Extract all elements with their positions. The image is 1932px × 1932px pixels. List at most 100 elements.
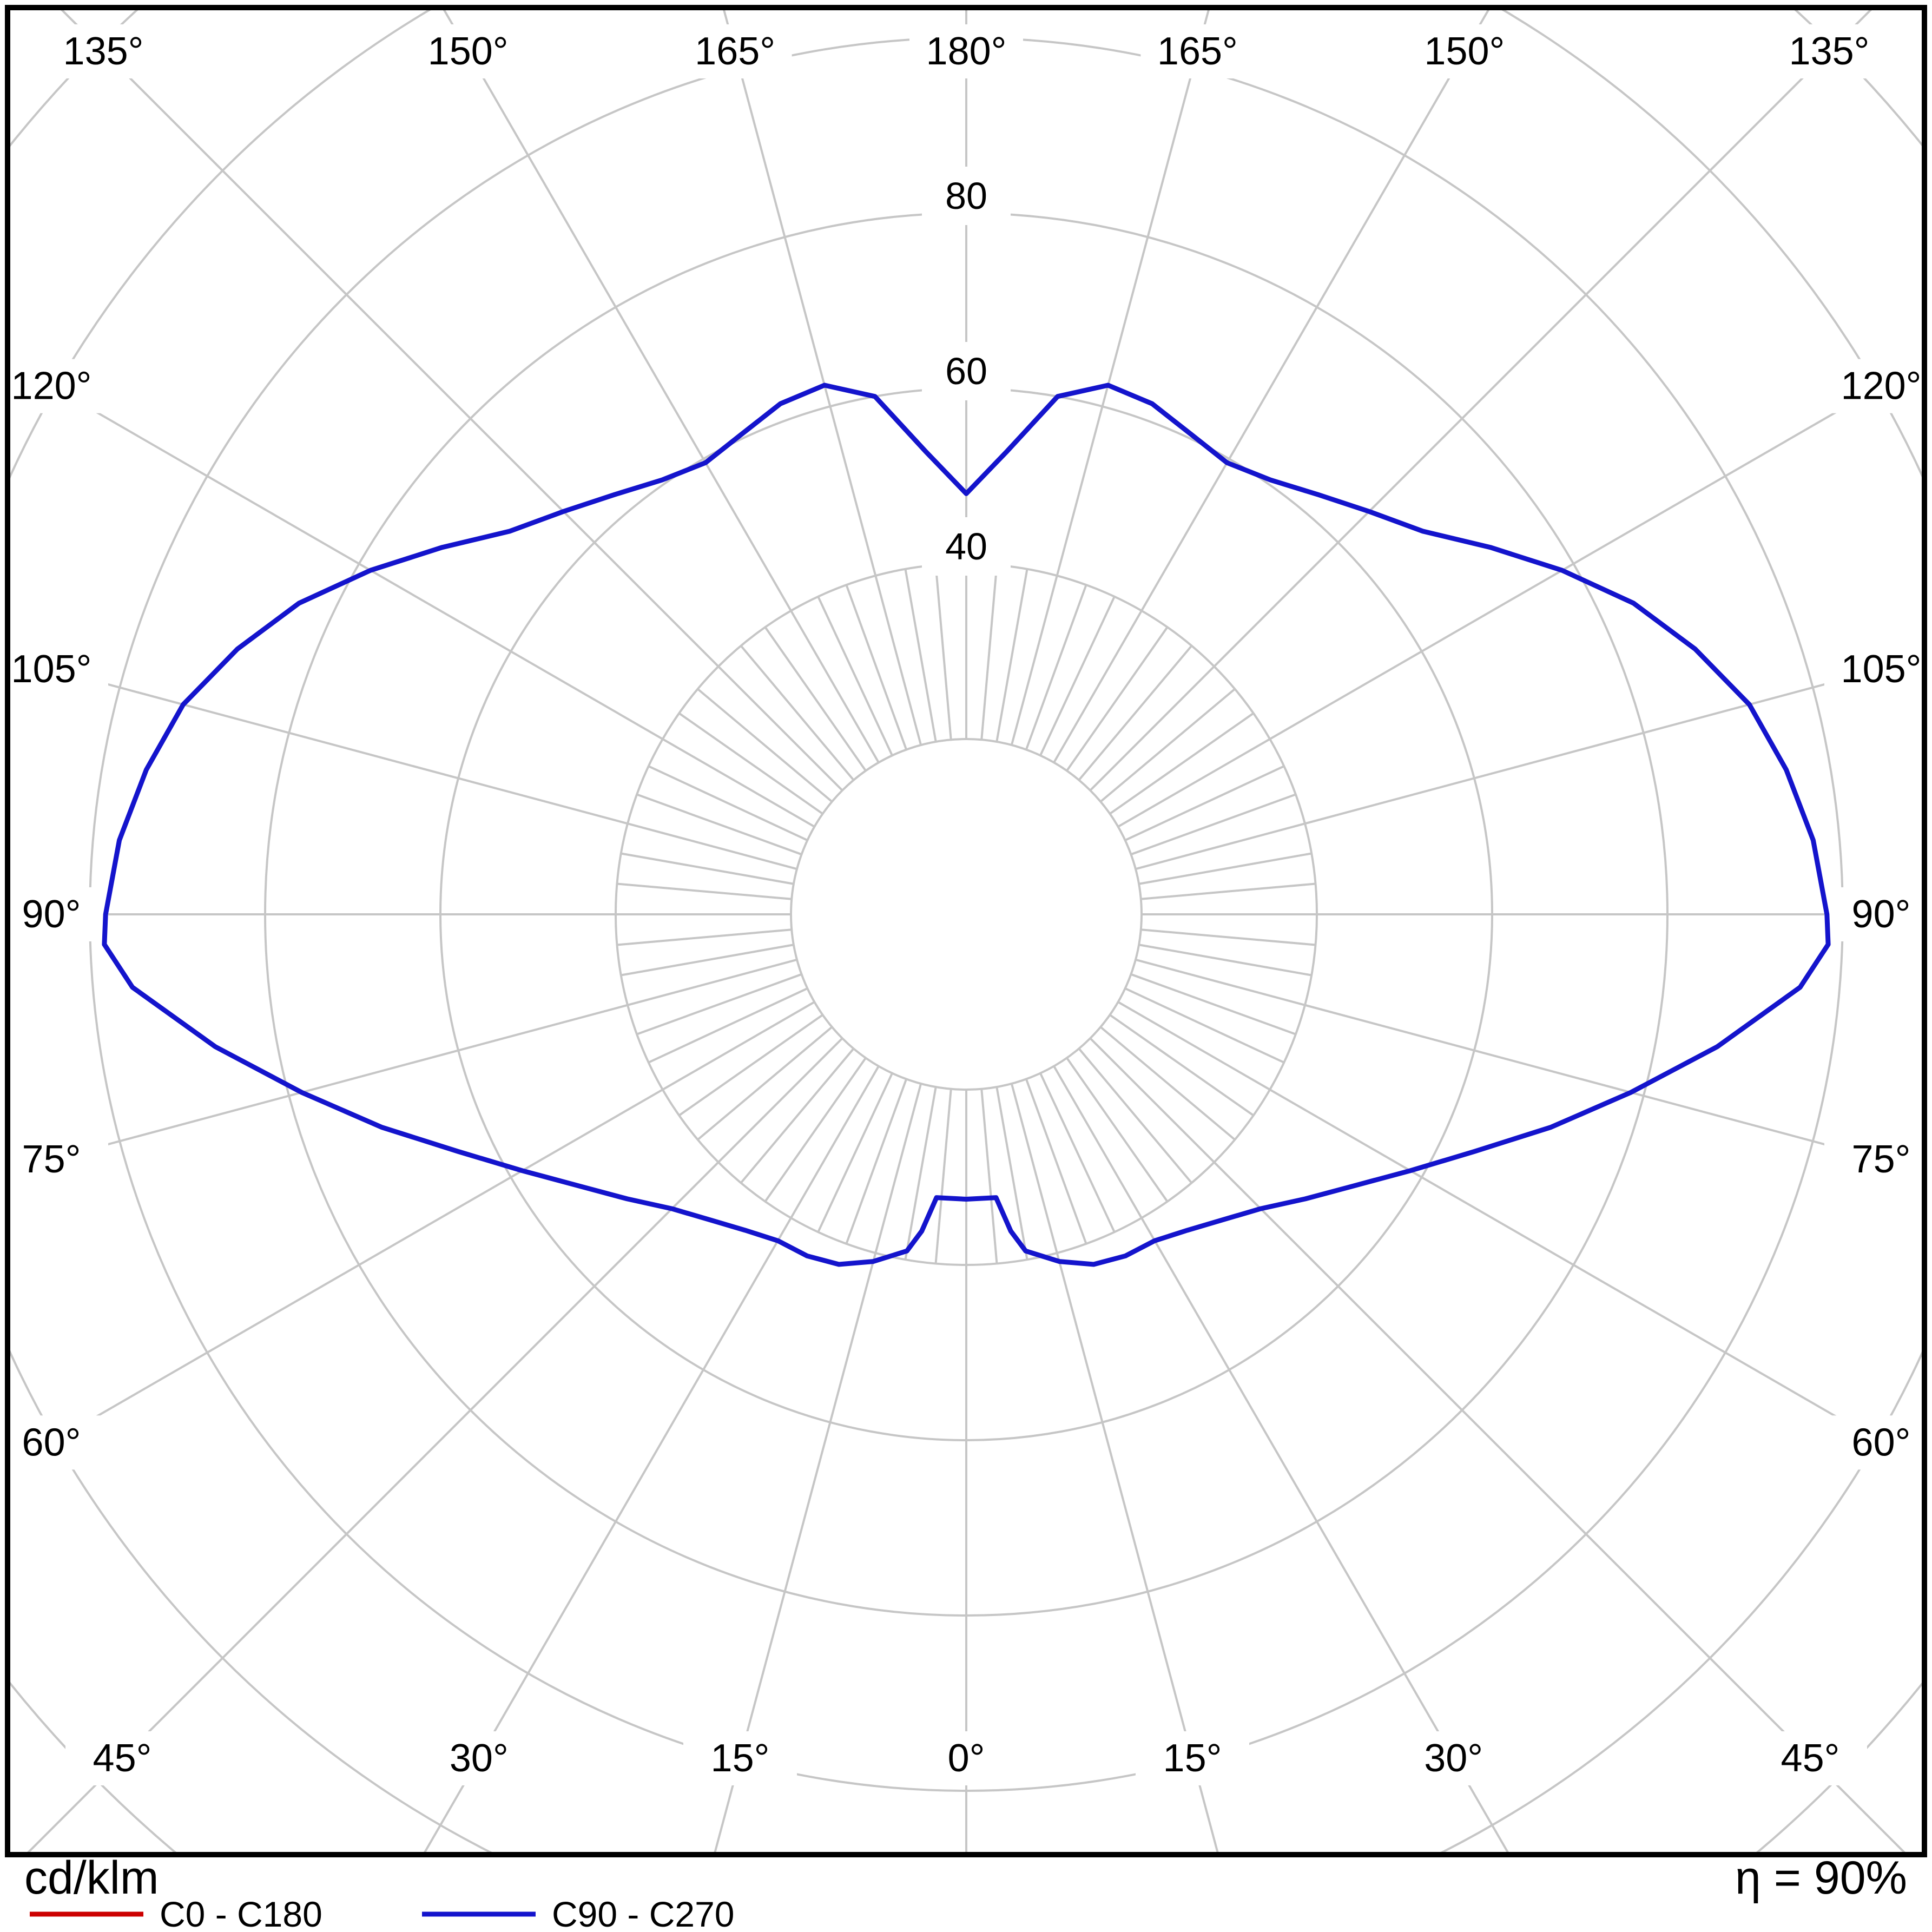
angle-label-mask — [0, 1415, 108, 1470]
grid-minor-spoke — [697, 688, 833, 803]
grid-spoke — [1010, 10, 1210, 746]
angle-label-mask — [1753, 1731, 1867, 1785]
angle-label: 90° — [22, 893, 81, 936]
grid-minor-spoke — [1066, 627, 1169, 772]
angle-label: 120° — [11, 365, 92, 408]
angle-label: 135° — [63, 30, 144, 73]
angle-label-mask — [1396, 1731, 1511, 1785]
grid-spoke — [424, 1065, 880, 1852]
grid-minor-spoke — [934, 1089, 952, 1264]
grid-minor-spoke — [621, 852, 794, 885]
angle-label-mask — [909, 1731, 1023, 1785]
grid-minor-spoke — [740, 645, 855, 781]
ring-label: 40 — [945, 525, 987, 568]
grid-minor-spoke — [904, 1086, 937, 1260]
angle-label: 15° — [711, 1737, 770, 1780]
grid-spoke — [723, 10, 922, 746]
angle-label: 75° — [1852, 1138, 1911, 1181]
angle-label: 15° — [1163, 1737, 1222, 1780]
grid-minor-spoke — [1099, 688, 1236, 803]
angle-label: 120° — [1841, 365, 1922, 408]
grid-minor-spoke — [1109, 712, 1254, 815]
angle-label: 150° — [428, 30, 509, 73]
angle-label-mask — [0, 887, 108, 941]
ring-label: 60 — [945, 350, 987, 392]
angle-label: 30° — [1424, 1737, 1483, 1780]
grid-minor-spoke — [1124, 987, 1285, 1064]
angle-label-mask — [0, 1132, 108, 1187]
angle-label: 45° — [93, 1737, 152, 1780]
grid-minor-spoke — [764, 627, 867, 772]
grid-minor-spoke — [740, 1047, 855, 1184]
grid-spoke — [1117, 1001, 1922, 1467]
grid-spoke — [61, 10, 843, 792]
angle-label: 60° — [1852, 1421, 1911, 1464]
grid-minor-spoke — [817, 1072, 893, 1233]
angle-label: 0° — [948, 1737, 985, 1780]
chart-frame — [5, 5, 1927, 1857]
angle-label-mask — [1824, 642, 1932, 696]
angle-label: 45° — [1781, 1737, 1840, 1780]
angle-label-mask — [411, 24, 525, 78]
grid-minor-spoke — [904, 569, 937, 742]
grid-spoke — [10, 1001, 815, 1468]
grid-spoke — [1135, 657, 1922, 871]
angle-label: 180° — [926, 30, 1007, 73]
grid-minor-spoke — [1138, 852, 1312, 885]
grid-minor-spoke — [1130, 973, 1296, 1036]
grid-minor-spoke — [1138, 944, 1312, 977]
grid-minor-spoke — [1039, 1072, 1116, 1233]
angle-label-mask — [1772, 24, 1886, 78]
grid-minor-spoke — [617, 882, 792, 900]
grid-minor-spoke — [764, 1057, 867, 1202]
grid-minor-spoke — [1039, 596, 1116, 756]
grid-minor-spoke — [1130, 793, 1296, 856]
grid-spoke — [10, 657, 797, 871]
angle-label-mask — [1824, 359, 1932, 413]
angle-label: 30° — [450, 1737, 509, 1780]
grid-minor-spoke — [621, 944, 794, 977]
grid-spoke — [1135, 958, 1922, 1172]
grid-minor-spoke — [1140, 882, 1316, 900]
grid-minor-spoke — [1078, 645, 1193, 781]
grid-minor-spoke — [1066, 1057, 1169, 1202]
grid-spoke — [443, 10, 880, 763]
grid-minor-spoke — [1078, 1047, 1193, 1184]
grid-minor-spoke — [1025, 584, 1087, 750]
angle-label: 60° — [22, 1421, 81, 1464]
grid-minor-spoke — [617, 928, 792, 946]
ring-label-mask — [922, 167, 1011, 225]
angle-label-mask — [909, 24, 1023, 78]
grid-minor-spoke — [845, 584, 908, 750]
grid-minor-spoke — [845, 1078, 908, 1244]
legend-label-c90-c270: C90 - C270 — [552, 1894, 735, 1932]
angle-label: 150° — [1424, 30, 1505, 73]
angle-label: 165° — [1157, 30, 1238, 73]
angle-label-mask — [47, 24, 160, 78]
angle-label: 165° — [695, 30, 775, 73]
grid-minor-spoke — [980, 1089, 998, 1264]
grid-minor-spoke — [678, 712, 823, 815]
angle-label-mask — [65, 1731, 179, 1785]
unit-label: cd/klm — [24, 1852, 159, 1904]
angle-label-mask — [1824, 1415, 1932, 1470]
grid-spoke — [10, 361, 815, 828]
grid-minor-spoke — [648, 987, 808, 1064]
angle-label-mask — [1140, 24, 1255, 78]
grid-spoke — [1053, 10, 1490, 763]
grid-minor-spoke — [1140, 928, 1316, 946]
angle-label-mask — [678, 24, 792, 78]
grid-minor-spoke — [980, 565, 998, 740]
angle-label-mask — [683, 1731, 797, 1785]
grid-minor-spoke — [1025, 1078, 1087, 1244]
angle-label-mask — [1824, 1132, 1932, 1187]
grid-minor-spoke — [995, 569, 1028, 742]
legend-label-c0-c180: C0 - C180 — [160, 1894, 322, 1932]
angle-label: 105° — [1841, 648, 1922, 691]
ring-label: 80 — [945, 175, 987, 217]
grid-minor-spoke — [1124, 765, 1285, 841]
grid-minor-spoke — [817, 596, 893, 756]
grid-minor-spoke — [636, 973, 802, 1036]
angle-label: 105° — [11, 648, 92, 691]
